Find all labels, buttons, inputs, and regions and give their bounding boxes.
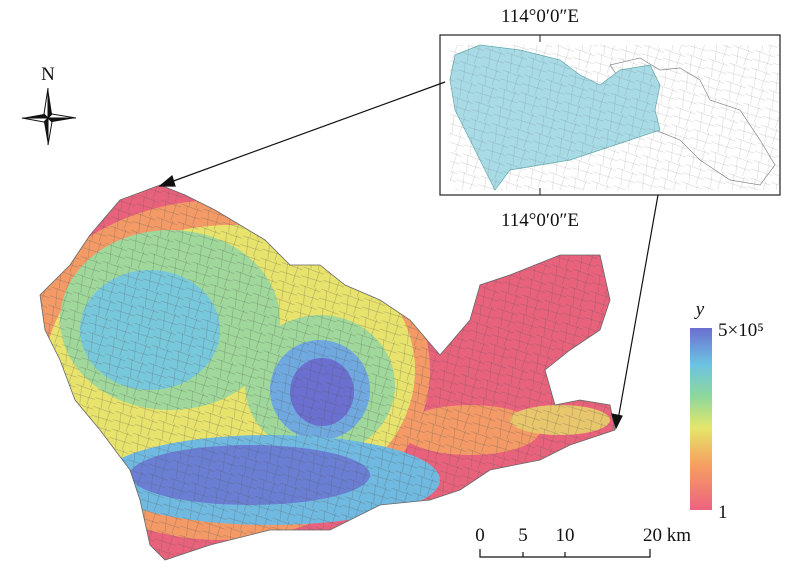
legend: y 5×10⁵ 1 [690,299,764,523]
color-bar [690,328,712,510]
inset-map: 114°0′0″E 114°0′0″E [439,6,781,231]
legend-title: y [694,299,705,320]
inset-top-label: 114°0′0″E [501,6,579,27]
north-arrow: N [21,64,77,146]
scale-label: 20 km [643,525,691,546]
scale-bar: 0 5 10 20 km [475,525,691,558]
scale-label: 0 [475,525,485,546]
legend-min-label: 1 [718,502,728,523]
main-map [40,185,615,560]
legend-max-label: 5×10⁵ [718,320,764,341]
pointer-arrows [158,81,659,430]
inset-bottom-label: 114°0′0″E [501,210,579,231]
scale-label: 5 [518,525,528,546]
north-label: N [41,64,55,85]
scale-label: 10 [556,525,575,546]
